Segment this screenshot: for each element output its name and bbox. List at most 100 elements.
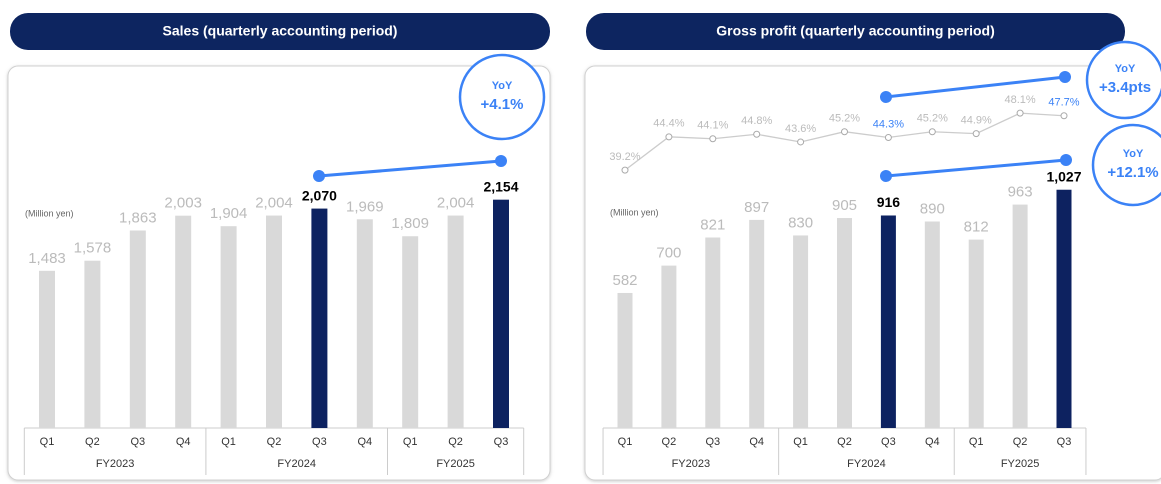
line-label: 44.9% <box>961 115 992 127</box>
yoy-dot <box>880 170 892 182</box>
value-label: 2,004 <box>255 195 293 212</box>
value-label: 905 <box>832 197 857 214</box>
value-label: 1,027 <box>1046 168 1081 184</box>
bar <box>749 219 765 428</box>
x-tick-label: Q2 <box>662 436 677 448</box>
bar <box>175 215 192 428</box>
value-label: 2,070 <box>302 187 337 203</box>
x-tick-label: Q2 <box>1013 436 1028 448</box>
yoy-bubble <box>1085 40 1161 120</box>
yoy-arrow <box>885 75 1066 99</box>
yoy-dot <box>1059 71 1071 83</box>
bar <box>447 215 464 428</box>
line-marker <box>665 133 673 141</box>
x-tick-label: Q1 <box>969 436 984 448</box>
value-label: 1,483 <box>28 250 66 267</box>
bar <box>837 218 852 428</box>
value-label: 830 <box>788 214 813 231</box>
value-label: 1,809 <box>391 215 429 232</box>
x-tick-label: Q2 <box>448 436 463 448</box>
yoy-dot <box>880 91 892 103</box>
bar <box>968 239 984 428</box>
line-label: 48.1% <box>1004 94 1035 106</box>
yoy-arrow <box>318 159 502 178</box>
yoy-arrow <box>885 158 1067 178</box>
bar <box>356 219 373 428</box>
x-tick-label: Q2 <box>85 436 100 448</box>
x-tick-label: Q3 <box>494 436 509 448</box>
yoy-value: +4.1% <box>481 96 524 113</box>
value-label: 963 <box>1008 184 1033 201</box>
value-label: 812 <box>964 219 989 236</box>
bar <box>617 292 633 428</box>
value-label: 821 <box>700 216 725 233</box>
bar <box>311 208 328 428</box>
yoy-dot <box>313 170 325 182</box>
yoy-bubble <box>458 53 546 141</box>
line-label: 44.8% <box>741 115 772 127</box>
value-label: 897 <box>744 199 769 216</box>
line-marker <box>709 135 717 143</box>
line-label: 44.1% <box>697 120 728 132</box>
panel-title: Sales (quarterly accounting period) <box>163 23 398 39</box>
value-label: 2,004 <box>437 195 475 212</box>
bar <box>402 236 419 428</box>
value-label: 1,904 <box>210 205 248 222</box>
panel-header <box>586 13 1125 50</box>
yoy-dot <box>495 155 507 167</box>
x-tick-label: Q2 <box>267 436 282 448</box>
x-tick-label: Q3 <box>1057 436 1072 448</box>
line-marker <box>884 133 892 141</box>
value-label: 582 <box>612 272 637 289</box>
x-tick-label: Q1 <box>793 436 808 448</box>
value-label: 2,154 <box>483 178 518 194</box>
yoy-dot <box>1060 154 1072 166</box>
line-marker <box>928 128 936 136</box>
group-label: FY2023 <box>96 458 135 470</box>
x-tick-label: Q3 <box>130 436 145 448</box>
yoy-bubble <box>1091 123 1161 207</box>
bar <box>1012 204 1028 428</box>
group-label: FY2023 <box>672 458 711 470</box>
x-tick-label: Q4 <box>176 436 191 448</box>
line-label: 47.7% <box>1048 97 1079 109</box>
line-marker <box>797 138 805 146</box>
panel-title: Gross profit (quarterly accounting perio… <box>716 23 994 39</box>
bar <box>880 215 896 428</box>
group-label: FY2024 <box>277 458 316 470</box>
value-label: 1,863 <box>119 209 157 226</box>
line-marker <box>841 128 848 136</box>
line-label: 39.2% <box>609 151 640 163</box>
bar <box>1056 189 1072 428</box>
line-marker <box>1016 109 1024 117</box>
x-tick-label: Q1 <box>618 436 633 448</box>
group-label: FY2025 <box>436 458 475 470</box>
bar <box>129 230 146 428</box>
bar <box>661 265 677 428</box>
value-label: 1,969 <box>346 198 384 215</box>
yoy-label: YoY <box>492 80 513 92</box>
value-label: 1,578 <box>74 240 112 257</box>
group-label: FY2024 <box>847 458 886 470</box>
line-marker <box>621 166 629 174</box>
x-tick-label: Q1 <box>221 436 236 448</box>
unit-label: (Million yen) <box>610 207 659 217</box>
line-label: 45.2% <box>917 113 948 125</box>
yoy-label: YoY <box>1115 63 1136 75</box>
value-label: 916 <box>877 194 901 210</box>
line-marker <box>1060 112 1068 120</box>
x-tick-label: Q4 <box>925 436 940 448</box>
bar <box>793 235 809 428</box>
x-tick-label: Q3 <box>881 436 896 448</box>
bar <box>266 215 282 428</box>
line-label: 43.6% <box>785 123 816 135</box>
bar <box>84 260 101 428</box>
x-tick-label: Q4 <box>749 436 764 448</box>
bar <box>924 221 940 428</box>
value-label: 700 <box>656 245 681 262</box>
bar <box>39 270 55 428</box>
panel-header <box>10 13 550 50</box>
x-tick-label: Q4 <box>357 436 372 448</box>
x-tick-label: Q2 <box>837 436 852 448</box>
